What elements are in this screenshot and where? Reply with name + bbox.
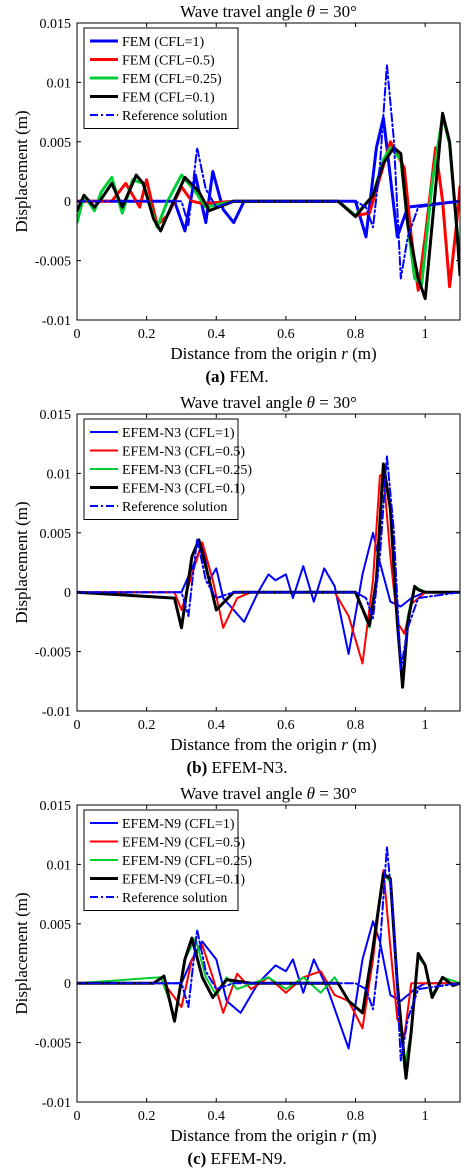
series-line-3 bbox=[77, 872, 460, 1080]
series-group bbox=[77, 63, 460, 301]
y-axis-label: Displacement (m) bbox=[12, 892, 31, 1014]
x-tick-label: 0.8 bbox=[347, 327, 365, 342]
x-tick-label: 0.4 bbox=[208, 718, 226, 733]
legend-entry-2: EFEM-N3 (CFL=0.25) bbox=[122, 463, 252, 478]
caption-label: (b) bbox=[186, 758, 208, 777]
x-tick-label: 0 bbox=[74, 1109, 81, 1124]
caption-fem: (a) FEM. bbox=[0, 367, 474, 387]
plot-frame bbox=[76, 413, 461, 712]
legend: EFEM-N9 (CFL=1) EFEM-N9 (CFL=0.5) EFEM-N9 … bbox=[83, 809, 252, 911]
x-tick-label: 0 bbox=[74, 718, 81, 733]
x-tick-label: 1 bbox=[422, 327, 429, 342]
x-axis-label: Distance from the origin r (m) bbox=[170, 1126, 376, 1145]
plot-frame bbox=[76, 22, 461, 321]
y-tick-label: 0 bbox=[64, 977, 71, 992]
x-tick-label: 0.6 bbox=[277, 1109, 295, 1124]
x-tick-label: 0.4 bbox=[208, 1109, 226, 1124]
legend: EFEM-N3 (CFL=1) EFEM-N3 (CFL=0.5) EFEM-N3 … bbox=[83, 418, 252, 520]
caption-label: (a) bbox=[205, 367, 226, 386]
legend: FEM (CFL=1) FEM (CFL=0.5) FEM (CFL=0.25) FE… bbox=[83, 27, 239, 129]
legend-entry-4: Reference solution bbox=[122, 500, 227, 515]
y-tick-label: 0 bbox=[64, 586, 71, 601]
chart-title: Wave travel angle θ = 30° bbox=[180, 2, 357, 21]
legend-entry-3: FEM (CFL=0.1) bbox=[122, 91, 215, 106]
caption-text: FEM. bbox=[225, 367, 269, 386]
chart-fem: Wave travel angle θ = 30° -0.01 -0.005 0 0.0… bbox=[12, 2, 461, 363]
y-tick-label: -0.01 bbox=[42, 314, 71, 329]
x-axis-label: Distance from the origin r (m) bbox=[170, 344, 376, 363]
series-line-1 bbox=[77, 472, 460, 665]
y-tick-label: 0.005 bbox=[40, 527, 72, 542]
y-tick-label: 0.01 bbox=[47, 467, 72, 482]
legend-entry-1: FEM (CFL=0.5) bbox=[122, 54, 215, 69]
legend-entry-1: EFEM-N9 (CFL=0.5) bbox=[122, 836, 245, 851]
legend-entry-1: EFEM-N3 (CFL=0.5) bbox=[122, 445, 245, 460]
series-line-4 bbox=[77, 845, 460, 1062]
chart-title: Wave travel angle θ = 30° bbox=[180, 393, 357, 412]
chart-title: Wave travel angle θ = 30° bbox=[180, 784, 357, 803]
x-axis-label: Distance from the origin r (m) bbox=[170, 735, 376, 754]
y-tick-label: 0.005 bbox=[40, 918, 72, 933]
x-tick-label: 0.2 bbox=[138, 327, 156, 342]
y-tick-label: 0.01 bbox=[47, 858, 72, 873]
legend-entry-4: Reference solution bbox=[122, 109, 227, 124]
legend-entry-2: EFEM-N9 (CFL=0.25) bbox=[122, 854, 252, 869]
caption-label: (c) bbox=[187, 1149, 207, 1168]
series-line-0 bbox=[77, 920, 460, 1050]
y-tick-label: 0 bbox=[64, 195, 71, 210]
x-tick-label: 0 bbox=[74, 327, 81, 342]
y-tick-label: -0.005 bbox=[35, 255, 71, 270]
series-line-3 bbox=[77, 462, 460, 689]
caption-text: EFEM-N3. bbox=[207, 758, 288, 777]
y-axis-label: Displacement (m) bbox=[12, 501, 31, 623]
legend-entry-0: EFEM-N3 (CFL=1) bbox=[122, 426, 235, 441]
series-line-4 bbox=[77, 454, 460, 671]
x-tick-label: 0.2 bbox=[138, 718, 156, 733]
x-tick-label: 0.8 bbox=[347, 1109, 365, 1124]
series-line-4 bbox=[77, 63, 460, 280]
legend-entry-0: FEM (CFL=1) bbox=[122, 35, 205, 50]
x-tick-label: 0.4 bbox=[208, 327, 226, 342]
x-tick-label: 1 bbox=[422, 718, 429, 733]
y-tick-label: 0.015 bbox=[40, 17, 72, 32]
chart-panel-fem: Wave travel angle θ = 30° -0.01 -0.005 0 0.0… bbox=[0, 0, 474, 391]
y-tick-label: -0.01 bbox=[42, 705, 71, 720]
y-tick-label: 0.005 bbox=[40, 136, 72, 151]
series-group bbox=[77, 454, 460, 689]
y-tick-label: -0.01 bbox=[42, 1096, 71, 1111]
legend-entry-3: EFEM-N9 (CFL=0.1) bbox=[122, 873, 245, 888]
x-tick-label: 0.6 bbox=[277, 327, 295, 342]
y-tick-label: -0.005 bbox=[35, 1037, 71, 1052]
x-tick-label: 1 bbox=[422, 1109, 429, 1124]
caption-efem-n9: (c) EFEM-N9. bbox=[0, 1149, 474, 1169]
caption-text: EFEM-N9. bbox=[206, 1149, 287, 1168]
y-tick-label: 0.015 bbox=[40, 408, 72, 423]
plot-frame bbox=[76, 804, 461, 1103]
x-tick-label: 0.2 bbox=[138, 1109, 156, 1124]
y-tick-label: 0.015 bbox=[40, 799, 72, 814]
caption-efem-n3: (b) EFEM-N3. bbox=[0, 758, 474, 778]
y-axis-label: Displacement (m) bbox=[12, 110, 31, 232]
y-tick-label: -0.005 bbox=[35, 646, 71, 661]
legend-entry-4: Reference solution bbox=[122, 891, 227, 906]
x-tick-label: 0.8 bbox=[347, 718, 365, 733]
series-group bbox=[77, 845, 460, 1080]
y-tick-label: 0.01 bbox=[47, 76, 72, 91]
chart-efem-n9: Wave travel angle θ = 30° -0.01 -0.005 0 0.0… bbox=[12, 784, 461, 1145]
legend-entry-0: EFEM-N9 (CFL=1) bbox=[122, 817, 235, 832]
chart-efem-n3: Wave travel angle θ = 30° -0.01 -0.005 0 0.0… bbox=[12, 393, 461, 754]
chart-panel-efem-n3: Wave travel angle θ = 30° -0.01 -0.005 0 0.0… bbox=[0, 391, 474, 782]
x-tick-label: 0.6 bbox=[277, 718, 295, 733]
legend-entry-3: EFEM-N3 (CFL=0.1) bbox=[122, 482, 245, 497]
chart-panel-efem-n9: Wave travel angle θ = 30° -0.01 -0.005 0 0.0… bbox=[0, 782, 474, 1173]
legend-entry-2: FEM (CFL=0.25) bbox=[122, 72, 222, 87]
